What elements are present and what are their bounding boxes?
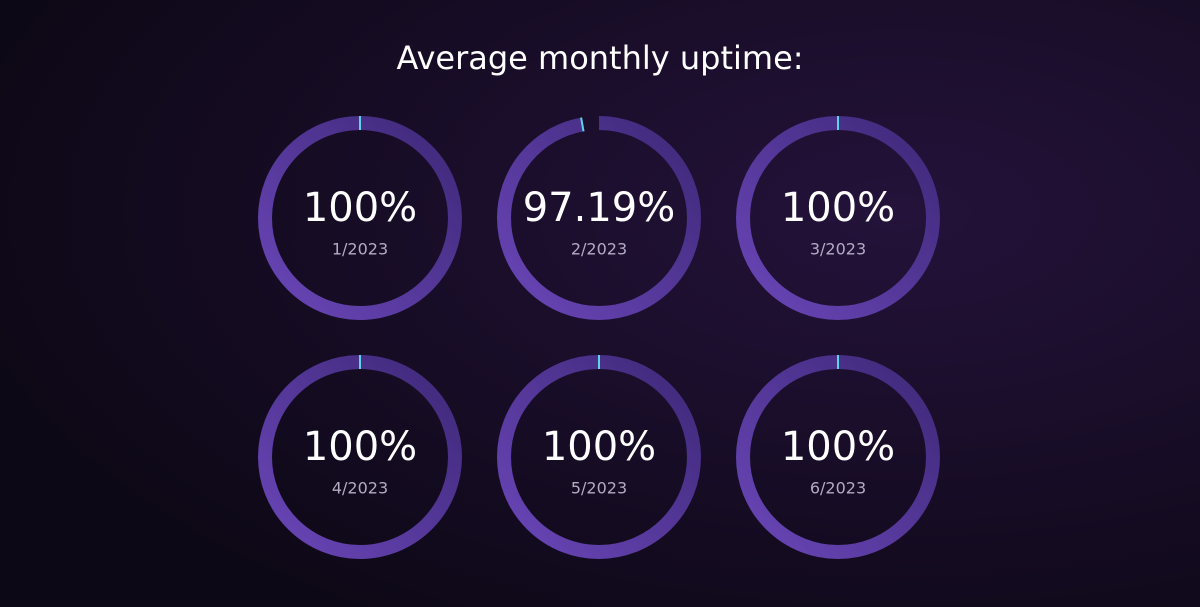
donut: 100% 3/2023 [736, 116, 940, 320]
donut: 100% 5/2023 [497, 355, 701, 559]
category-label: 1/2023 [332, 240, 388, 259]
value-label: 100% [781, 185, 895, 231]
donut-end-marker [580, 117, 585, 132]
value-label: 100% [303, 185, 417, 231]
category-label: 3/2023 [810, 240, 866, 259]
donut: 100% 4/2023 [258, 355, 462, 559]
chart-title: Average monthly uptime: [396, 39, 803, 77]
donut-grid: 100% 1/2023 97.19% 2/2023 100% 3/2023 100% 4/20… [258, 116, 940, 559]
donut: 100% 1/2023 [258, 116, 462, 320]
value-label: 100% [781, 424, 895, 470]
value-label: 100% [303, 424, 417, 470]
donut-arc [497, 116, 701, 320]
category-label: 4/2023 [332, 479, 388, 498]
value-label: 97.19% [523, 185, 676, 231]
category-label: 2/2023 [571, 240, 627, 259]
category-label: 5/2023 [571, 479, 627, 498]
donut: 97.19% 2/2023 [497, 116, 701, 320]
donut: 100% 6/2023 [736, 355, 940, 559]
value-label: 100% [542, 424, 656, 470]
category-label: 6/2023 [810, 479, 866, 498]
